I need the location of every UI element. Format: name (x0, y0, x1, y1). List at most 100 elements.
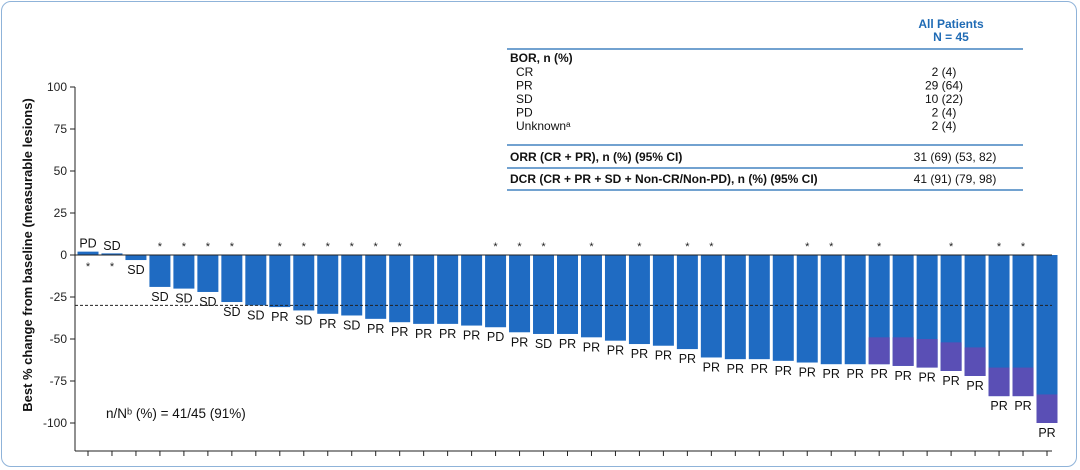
bar-overlay (916, 339, 938, 368)
bar (221, 255, 243, 303)
bar (676, 255, 698, 350)
bar-response-label: PD (487, 330, 504, 344)
bar (533, 255, 555, 334)
bar-star-marker: * (637, 241, 642, 253)
bar-star-marker: * (517, 241, 522, 253)
bar (173, 255, 195, 289)
bor-row-label: SD (516, 92, 533, 106)
dcr-value: 41 (91) (79, 98) (914, 172, 997, 186)
bar (652, 255, 674, 346)
bar-overlay (1012, 367, 1034, 397)
bor-row-value: 2 (4) (932, 106, 957, 120)
bar-response-label: PD (79, 237, 96, 251)
bar (365, 255, 387, 319)
bar (604, 255, 626, 341)
bar (844, 255, 866, 365)
bar-star-marker: * (589, 241, 594, 253)
y-tick-label: -75 (50, 374, 68, 388)
bar (77, 251, 99, 255)
bar-response-label: SD (199, 295, 216, 309)
bar-response-label: PR (990, 399, 1007, 413)
bar-star-marker: * (709, 241, 714, 253)
bor-title: BOR, n (%) (510, 51, 573, 65)
bar-response-label: PR (1014, 399, 1031, 413)
bar-response-label: PR (966, 379, 983, 393)
bar-star-marker: * (685, 241, 690, 253)
dcr-label: DCR (CR + PR + SD + Non-CR/Non-PD), n (%… (510, 172, 818, 186)
bar (101, 253, 123, 255)
y-tick-label: -25 (50, 290, 68, 304)
bor-row-value: 29 (64) (925, 79, 963, 93)
bar (964, 255, 986, 376)
bar-response-label: PR (559, 337, 576, 351)
bar-star-marker: * (829, 241, 834, 253)
bar-overlay (940, 342, 962, 371)
bar-response-label: PR (942, 374, 959, 388)
bor-row-value: 2 (4) (932, 119, 957, 133)
bar (341, 255, 363, 316)
bor-row-label: PD (516, 106, 533, 120)
y-axis-label: Best % change from baseline (measurable … (20, 98, 35, 412)
bar-response-label: SD (127, 263, 144, 277)
bar (485, 255, 507, 328)
bar (557, 255, 578, 334)
bar (197, 255, 219, 292)
bar (700, 255, 722, 358)
bar (820, 255, 842, 365)
bar-star-marker: * (278, 241, 283, 253)
bar-response-label: PR (319, 317, 336, 331)
bor-row-label: PR (516, 79, 533, 93)
bar-response-label: PR (823, 367, 840, 381)
bar-response-label: PR (775, 364, 792, 378)
bar-response-label: PR (847, 367, 864, 381)
bar (389, 255, 411, 323)
bar-response-label: PR (703, 360, 720, 374)
bar-star-marker: * (158, 241, 163, 253)
bar-response-label: SD (103, 239, 120, 253)
bar-star-marker: * (374, 241, 379, 253)
summary-table: All Patients N = 45 BOR, n (%) CR 2 (4) PR… (507, 17, 1023, 191)
bor-row-label: CR (516, 65, 534, 79)
bar-response-label: PR (631, 347, 648, 361)
bar-response-label: PR (463, 329, 480, 343)
bar-response-label: PR (607, 344, 624, 358)
bar-response-label: PR (918, 371, 935, 385)
bar-response-label: PR (583, 340, 600, 354)
response-rate-annotation: n/Nᵇ (%) = 41/45 (91%) (106, 406, 246, 421)
y-tick-label: 0 (60, 248, 67, 262)
bar-star-marker: * (182, 241, 187, 253)
y-tick-label: -50 (50, 332, 68, 346)
bar (628, 255, 650, 345)
bar-response-label: PR (727, 362, 744, 376)
bar-response-label: PR (679, 352, 696, 366)
bar-response-label: SD (175, 292, 192, 306)
bar-star-marker: * (326, 241, 331, 253)
bar-overlay (988, 367, 1010, 397)
bar (796, 255, 818, 363)
bar-star-marker: * (230, 241, 235, 253)
bar-response-label: PR (655, 349, 672, 363)
bar-response-label: PR (367, 322, 384, 336)
bar-response-label: PR (870, 367, 887, 381)
bar-star-marker: * (86, 261, 91, 273)
bar (437, 255, 459, 324)
bar (125, 255, 147, 261)
bar-overlay (868, 337, 890, 365)
bar-response-label: PR (511, 335, 528, 349)
bar-overlay (964, 347, 986, 376)
bar-response-label: SD (343, 318, 360, 332)
bar-response-label: SD (295, 313, 312, 327)
bar-star-marker: * (877, 241, 882, 253)
bar-response-label: SD (247, 308, 264, 322)
bar (461, 255, 483, 326)
bar-response-label: PR (391, 325, 408, 339)
bar (149, 255, 171, 287)
y-tick-label: 100 (47, 80, 67, 94)
y-tick-label: 75 (54, 122, 68, 136)
bar-response-label: PR (415, 327, 432, 341)
orr-label: ORR (CR + PR), n (%) (95% CI) (510, 150, 682, 164)
bar-star-marker: * (398, 241, 403, 253)
bar-star-marker: * (206, 241, 211, 253)
